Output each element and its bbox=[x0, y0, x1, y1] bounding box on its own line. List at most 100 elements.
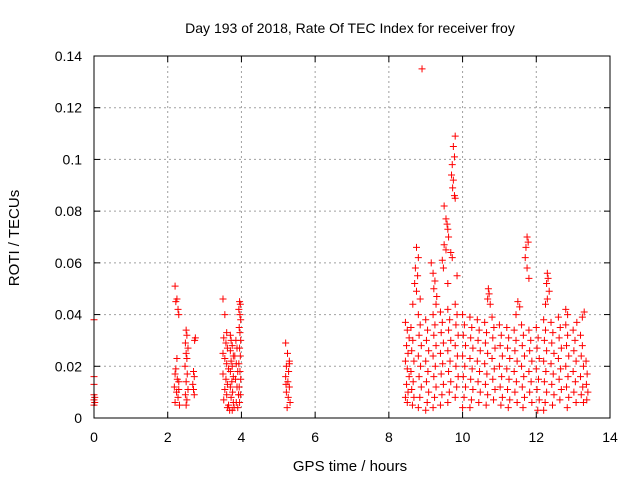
data-point bbox=[518, 383, 526, 391]
data-point bbox=[545, 287, 553, 295]
data-point bbox=[282, 380, 290, 388]
data-point bbox=[495, 321, 503, 329]
data-point bbox=[226, 331, 234, 339]
data-point bbox=[488, 355, 496, 363]
data-point bbox=[409, 300, 417, 308]
grid-lines bbox=[94, 56, 610, 418]
data-point bbox=[183, 355, 191, 363]
data-point bbox=[583, 396, 591, 404]
data-point bbox=[475, 326, 483, 334]
x-axis-tick-labels: 0 2 4 6 8 10 12 14 bbox=[90, 429, 618, 445]
data-point bbox=[528, 398, 536, 406]
data-point bbox=[414, 352, 422, 360]
data-point bbox=[549, 329, 557, 337]
y-tick-label: 0.1 bbox=[63, 151, 83, 167]
data-point bbox=[416, 321, 424, 329]
data-point bbox=[444, 225, 452, 233]
data-point bbox=[429, 269, 437, 277]
data-point bbox=[577, 352, 585, 360]
data-point bbox=[466, 313, 474, 321]
data-point bbox=[422, 378, 430, 386]
data-point bbox=[533, 344, 541, 352]
data-point bbox=[523, 233, 531, 241]
data-point bbox=[173, 375, 181, 383]
data-point bbox=[543, 388, 551, 396]
data-point bbox=[431, 393, 439, 401]
data-point bbox=[284, 349, 291, 357]
data-point bbox=[403, 380, 411, 388]
data-point bbox=[467, 396, 475, 404]
data-point bbox=[459, 352, 467, 360]
data-point bbox=[285, 360, 293, 368]
data-point bbox=[563, 383, 571, 391]
data-point bbox=[236, 311, 244, 319]
data-point bbox=[172, 298, 180, 306]
data-point bbox=[466, 355, 474, 363]
data-point bbox=[582, 357, 590, 365]
data-point bbox=[571, 336, 579, 344]
data-point bbox=[429, 404, 437, 412]
data-point bbox=[548, 339, 556, 347]
data-point bbox=[532, 324, 540, 331]
data-point bbox=[451, 393, 459, 401]
data-point bbox=[443, 220, 451, 228]
data-point bbox=[439, 339, 447, 347]
chart-title: Day 193 of 2018, Rate Of TEC Index for r… bbox=[185, 20, 515, 36]
data-point bbox=[228, 378, 236, 386]
data-point bbox=[518, 321, 526, 329]
data-point bbox=[171, 370, 179, 378]
data-point bbox=[518, 342, 526, 350]
data-point bbox=[540, 336, 548, 344]
data-point bbox=[236, 391, 244, 399]
data-point bbox=[282, 388, 290, 396]
data-point bbox=[422, 406, 430, 414]
data-point bbox=[183, 331, 191, 339]
data-point bbox=[548, 380, 556, 388]
data-point bbox=[437, 329, 445, 337]
data-point bbox=[462, 383, 470, 391]
data-point bbox=[401, 357, 409, 365]
data-point bbox=[573, 318, 581, 326]
data-point bbox=[442, 246, 450, 254]
data-point bbox=[474, 378, 482, 386]
data-point bbox=[410, 357, 418, 365]
data-point bbox=[512, 378, 520, 386]
data-point bbox=[414, 404, 422, 412]
data-point bbox=[519, 331, 527, 339]
data-point bbox=[445, 367, 453, 375]
data-point bbox=[422, 357, 430, 365]
data-point bbox=[543, 347, 551, 355]
data-point bbox=[547, 318, 555, 326]
data-point bbox=[451, 300, 459, 308]
data-point bbox=[535, 396, 543, 404]
data-point bbox=[409, 378, 417, 386]
data-point bbox=[424, 326, 432, 334]
data-point bbox=[483, 370, 491, 378]
data-point bbox=[481, 360, 489, 368]
data-point bbox=[505, 375, 513, 383]
data-point bbox=[228, 362, 236, 370]
data-point bbox=[403, 398, 411, 406]
data-point bbox=[485, 290, 493, 298]
data-point bbox=[174, 393, 182, 401]
data-point bbox=[469, 344, 477, 352]
data-point bbox=[237, 316, 245, 324]
data-point bbox=[430, 373, 438, 381]
data-point bbox=[511, 388, 519, 396]
data-point bbox=[413, 287, 420, 295]
data-point bbox=[438, 318, 446, 326]
data-point bbox=[416, 393, 424, 401]
data-point bbox=[431, 362, 439, 370]
data-point bbox=[429, 352, 437, 360]
data-point bbox=[190, 386, 198, 394]
data-point bbox=[223, 360, 231, 368]
data-point bbox=[555, 334, 563, 342]
data-point bbox=[490, 396, 498, 404]
data-point bbox=[527, 378, 535, 386]
data-point bbox=[540, 378, 548, 386]
data-point bbox=[184, 344, 192, 352]
data-point bbox=[504, 404, 512, 412]
data-point bbox=[235, 324, 243, 331]
data-point bbox=[236, 352, 244, 360]
data-point bbox=[448, 161, 456, 169]
